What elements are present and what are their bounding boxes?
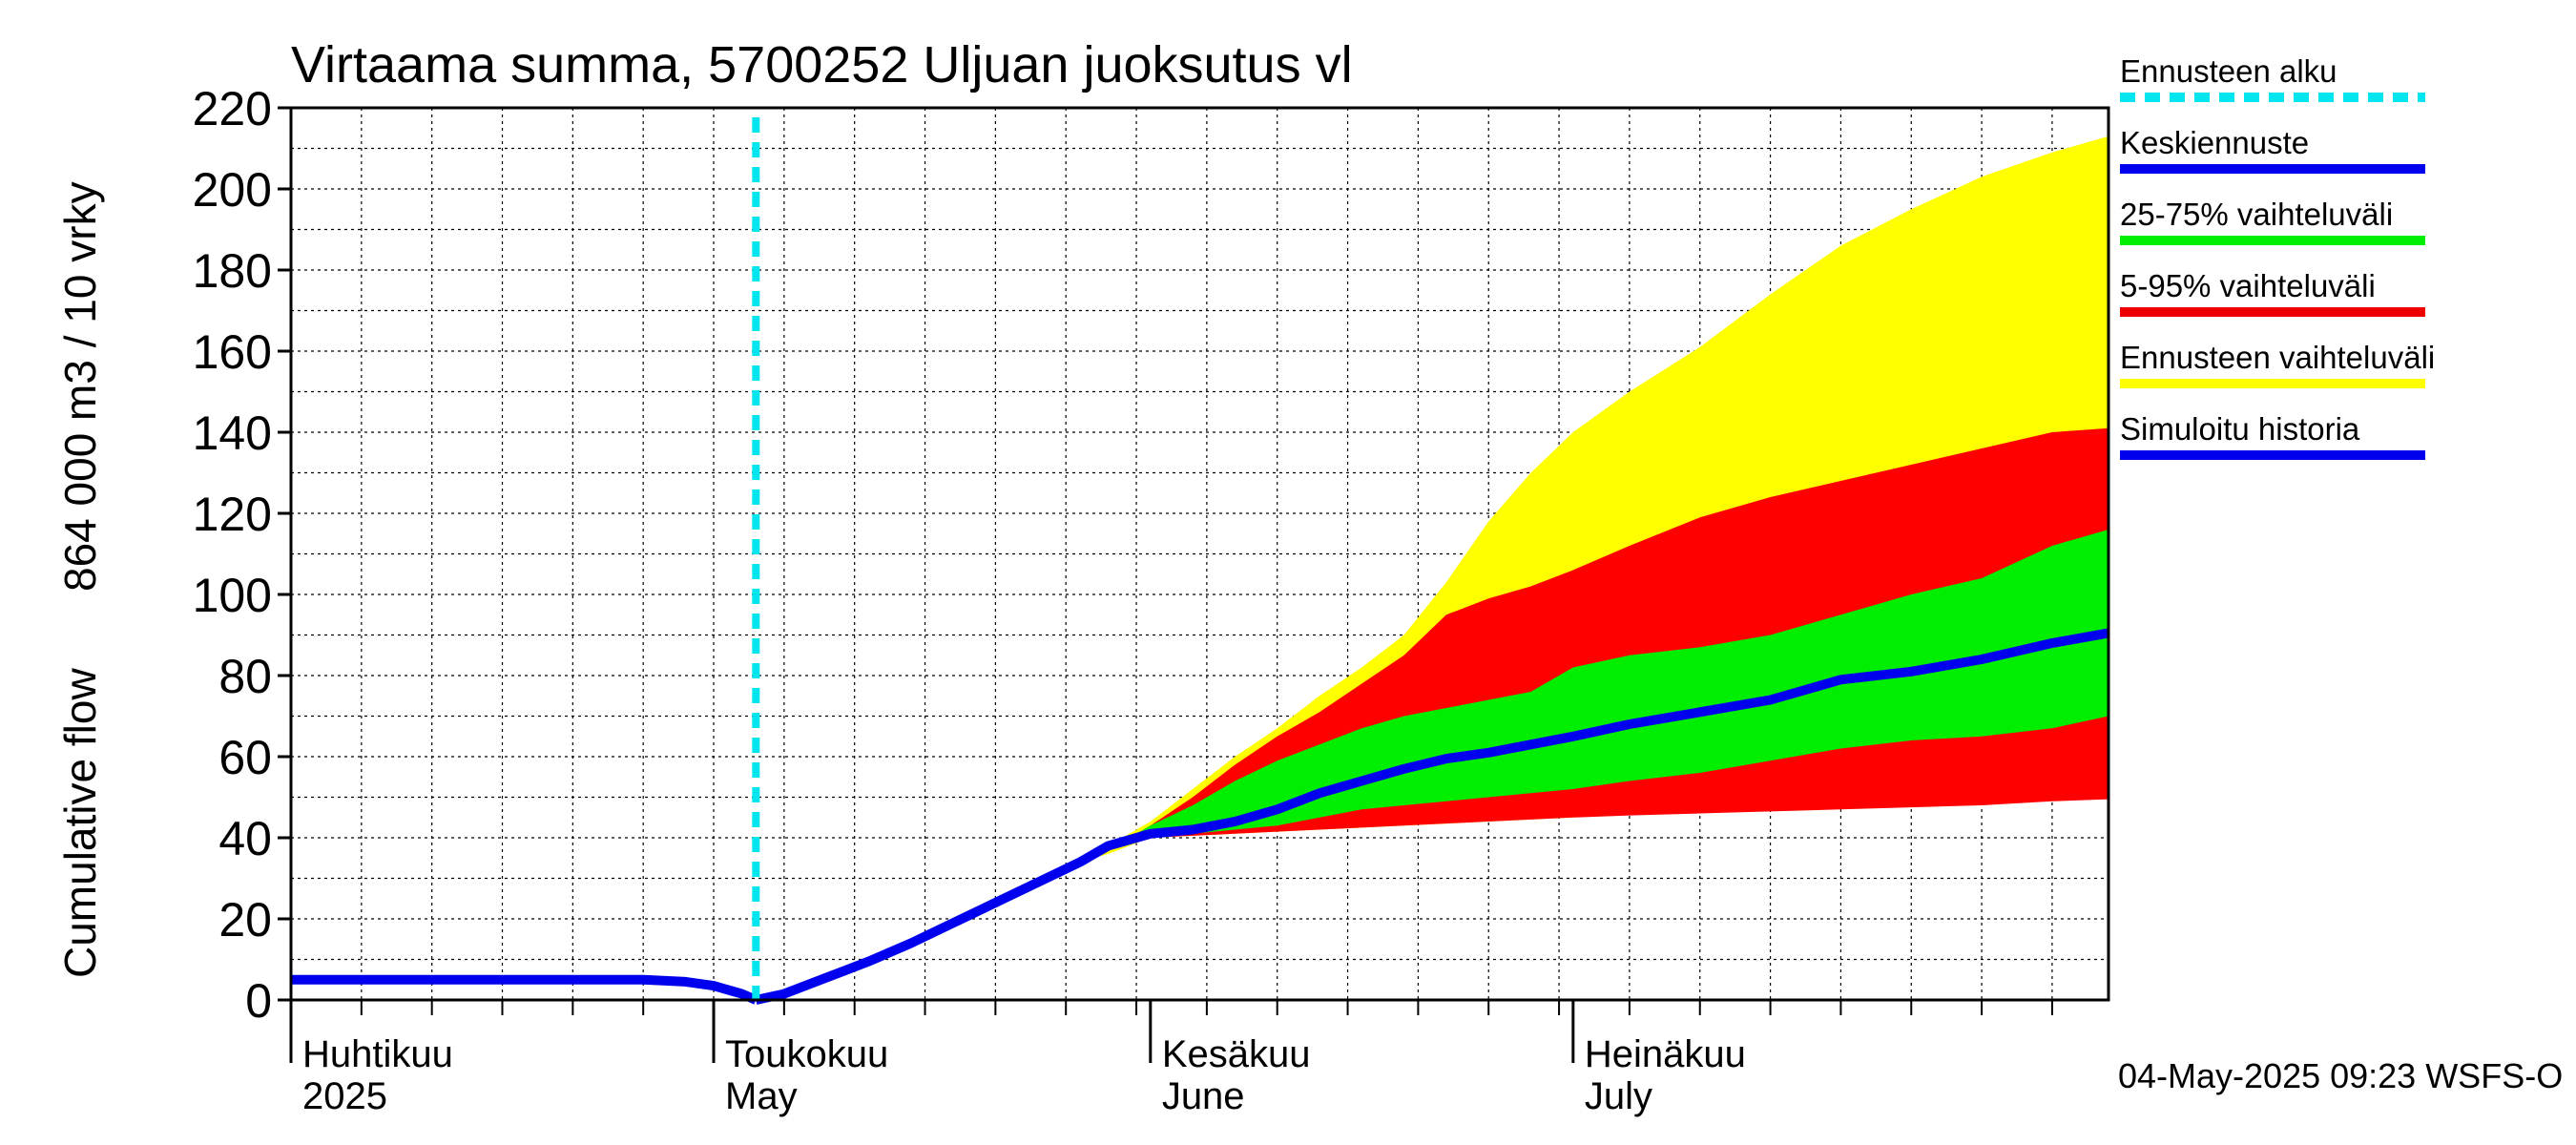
legend-label: 5-95% vaihteluväli [2120, 268, 2376, 303]
y-axis-label-units: 864 000 m3 / 10 vrky [55, 181, 105, 592]
y-tick-label: 220 [193, 82, 272, 135]
y-tick-label: 160 [193, 325, 272, 379]
chart-title: Virtaama summa, 5700252 Uljuan juoksutus… [291, 36, 1353, 94]
line-simuloitu-historia [291, 974, 758, 1005]
legend: Ennusteen alku Keskiennuste 25-75% vaihtel… [2120, 53, 2435, 460]
y-tick-label: 0 [245, 974, 272, 1028]
y-tick-label: 20 [218, 893, 272, 947]
y-tick-label: 80 [218, 650, 272, 703]
line-keskiennuste [755, 628, 2109, 1005]
legend-label: Simuloitu historia [2120, 411, 2360, 447]
y-tick-label: 180 [193, 244, 272, 298]
plot-frame [289, 106, 2110, 1002]
x-month-sublabel: 2025 [302, 1075, 387, 1117]
y-axis-label-title: Cumulative flow [55, 668, 105, 978]
x-month-label: Huhtikuu [302, 1033, 453, 1075]
y-tick-label: 200 [193, 163, 272, 217]
x-month-label: Kesäkuu [1162, 1033, 1311, 1075]
plot-area: 0 20 40 60 80 100 120 140 160 180 200 220 Huhtikuu20… [193, 82, 2110, 1117]
x-month-sublabel: May [725, 1075, 798, 1117]
legend-label: 25-75% vaihteluväli [2120, 197, 2393, 232]
x-month-sublabel: June [1162, 1075, 1245, 1117]
y-tick-label: 120 [193, 488, 272, 541]
y-tick-label: 100 [193, 569, 272, 622]
x-month-label: Toukokuu [725, 1033, 888, 1075]
x-month-label: Heinäkuu [1585, 1033, 1746, 1075]
x-month-sublabel: July [1585, 1075, 1652, 1117]
legend-label: Ennusteen alku [2120, 53, 2337, 89]
y-tick-label: 40 [218, 812, 272, 865]
y-tick-label: 140 [193, 406, 272, 460]
legend-label: Ennusteen vaihteluväli [2120, 340, 2435, 375]
legend-label: Keskiennuste [2120, 125, 2309, 160]
footer-timestamp: 04-May-2025 09:23 WSFS-O [2118, 1056, 2563, 1095]
y-tick-label: 60 [218, 731, 272, 784]
